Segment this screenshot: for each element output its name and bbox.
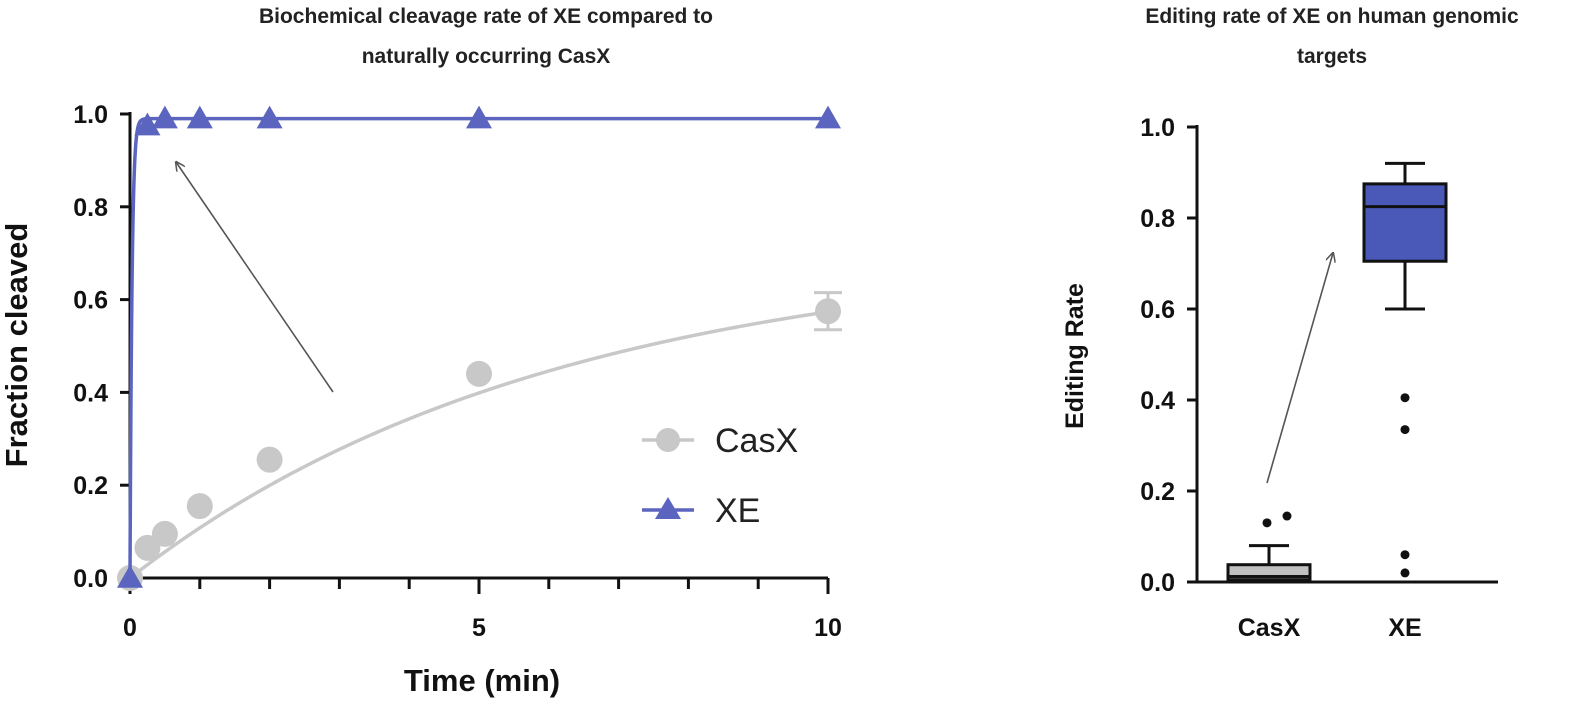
xe-point [815, 105, 841, 129]
editing-boxes [1226, 161, 1448, 584]
y-tick-label: 0.8 [1140, 205, 1175, 233]
y-tick-label: 0.4 [1140, 387, 1175, 415]
casx-box-plot [1226, 511, 1312, 584]
xe-category-label: XE [1388, 614, 1421, 642]
casx-point [186, 493, 213, 520]
editing-y-axis-label: Editing Rate [1061, 283, 1089, 429]
xe-box [1362, 182, 1448, 263]
cleavage-y-axis-label: Fraction cleaved [0, 223, 34, 468]
xe-box-plot [1362, 161, 1448, 578]
casx-point [134, 534, 161, 561]
legend-casx-label: CasX [715, 422, 798, 460]
editing-y-ticks: 0.0 0.2 0.4 0.6 0.8 1.0 [1140, 114, 1197, 597]
xe-point [466, 105, 492, 129]
editing-chart-title-line1: Editing rate of XE on human genomic [1145, 5, 1519, 28]
x-tick-label: 10 [814, 614, 842, 642]
legend-xe-marker [655, 497, 681, 519]
casx-outlier-point [1282, 511, 1292, 521]
y-tick-label: 0.8 [73, 194, 108, 222]
xe-point [151, 105, 178, 129]
cleavage-x-axis-label: Time (min) [404, 663, 560, 698]
cleavage-chart: Biochemical cleavage rate of XE compared… [0, 5, 842, 698]
legend-item-casx: CasX [642, 422, 798, 460]
xe-point [256, 105, 283, 129]
xe-point [117, 565, 143, 588]
xe-outlier-point [1400, 568, 1410, 578]
y-tick-label: 1.0 [1140, 114, 1175, 142]
y-tick-label: 1.0 [73, 101, 108, 129]
casx-point [466, 360, 492, 387]
casx-point [151, 520, 178, 547]
xe-outlier-point [1400, 550, 1410, 560]
x-tick-label: 0 [123, 614, 137, 642]
y-tick-label: 0.2 [73, 472, 108, 500]
legend-casx-marker [656, 428, 680, 452]
y-tick-label: 0.0 [1140, 569, 1175, 597]
casx-point [815, 298, 841, 325]
cleavage-legend: CasX XE [642, 422, 798, 530]
legend-xe-label: XE [715, 492, 760, 530]
casx-fit-line [128, 310, 829, 580]
xe-outlier-point [1400, 393, 1410, 403]
cleavage-x-ticks: 0 5 10 [123, 578, 842, 642]
y-tick-label: 0.6 [1140, 296, 1175, 324]
y-tick-label: 0.4 [73, 379, 108, 407]
y-tick-label: 0.2 [1140, 478, 1175, 506]
editing-annotation-arrow [1266, 253, 1333, 484]
casx-category-label: CasX [1238, 614, 1301, 642]
y-tick-label: 0.6 [73, 287, 108, 315]
xe-point [134, 112, 161, 136]
casx-point [256, 446, 283, 473]
cleavage-series [117, 105, 842, 591]
legend-item-xe: XE [642, 492, 760, 530]
y-tick-label: 0.0 [73, 565, 108, 593]
editing-x-ticks: CasX XE [1238, 614, 1422, 642]
cleavage-chart-title-line1: Biochemical cleavage rate of XE compared… [259, 5, 713, 28]
xe-outlier-point [1400, 425, 1410, 435]
cleavage-chart-title-line2: naturally occurring CasX [362, 45, 611, 68]
casx-outlier-point [1262, 518, 1272, 528]
cleavage-y-ticks: 0.0 0.2 0.4 0.6 0.8 1.0 [73, 101, 130, 593]
cleavage-annotation-arrow [176, 162, 334, 393]
xe-point [186, 105, 213, 129]
editing-chart: Editing rate of XE on human genomic targ… [1061, 5, 1519, 642]
x-tick-label: 5 [472, 614, 486, 642]
editing-chart-title-line2: targets [1297, 45, 1367, 68]
